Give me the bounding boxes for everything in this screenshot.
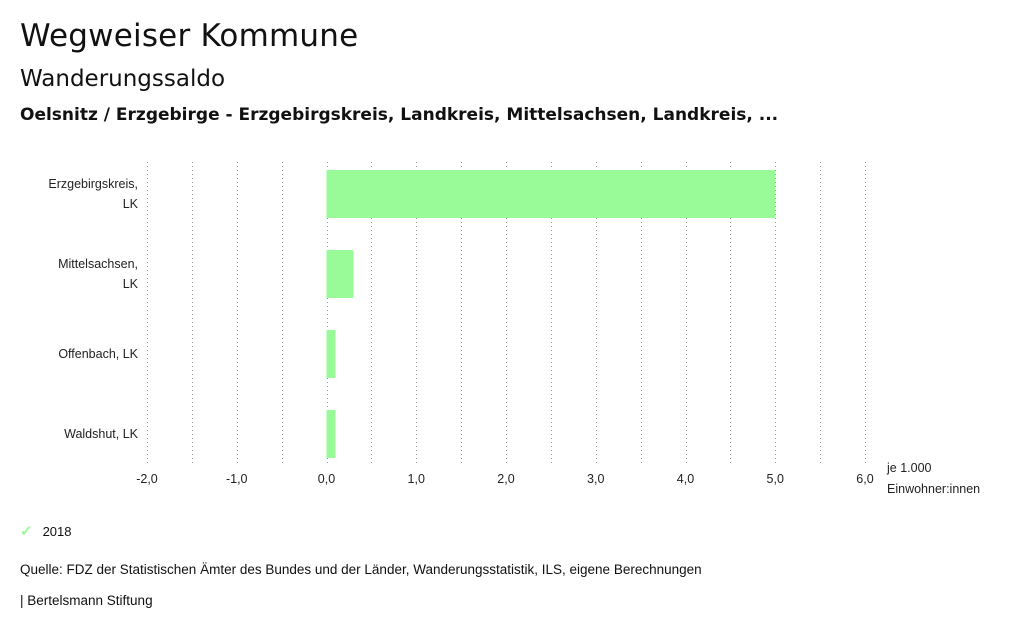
bar xyxy=(326,410,336,458)
check-icon: ✓ xyxy=(20,523,33,540)
source-note: Quelle: FDZ der Statistischen Ämter des … xyxy=(20,562,702,577)
legend[interactable]: ✓ 2018 xyxy=(20,522,72,540)
x-tick-label: 0,0 xyxy=(318,472,335,486)
category-label: Offenbach, LK xyxy=(58,347,138,361)
x-unit-label: je 1.000 xyxy=(886,461,932,475)
x-tick-label: 5,0 xyxy=(767,472,784,486)
category-label: Erzgebirgskreis, xyxy=(48,177,138,191)
category-label: LK xyxy=(123,277,139,291)
page-title: Wegweiser Kommune xyxy=(20,18,359,54)
chart-subtitle: Wanderungssaldo xyxy=(20,66,226,92)
x-tick-label: 1,0 xyxy=(408,472,425,486)
x-tick-label: -1,0 xyxy=(226,472,248,486)
bar xyxy=(326,330,336,378)
bar xyxy=(326,250,354,298)
bar xyxy=(326,170,776,218)
x-tick-label: 4,0 xyxy=(677,472,694,486)
x-tick-label: 3,0 xyxy=(587,472,604,486)
x-tick-label: -2,0 xyxy=(136,472,158,486)
x-tick-label: 6,0 xyxy=(856,472,873,486)
x-tick-label: 2,0 xyxy=(497,472,514,486)
category-label: Mittelsachsen, xyxy=(58,257,138,271)
x-unit-label: Einwohner:innen xyxy=(887,482,980,496)
brand-note: | Bertelsmann Stiftung xyxy=(20,593,153,608)
region-label: Oelsnitz / Erzgebirge - Erzgebirgskreis,… xyxy=(20,105,779,125)
legend-label: 2018 xyxy=(42,523,72,539)
category-label: Waldshut, LK xyxy=(64,427,139,441)
category-label: LK xyxy=(123,197,139,211)
